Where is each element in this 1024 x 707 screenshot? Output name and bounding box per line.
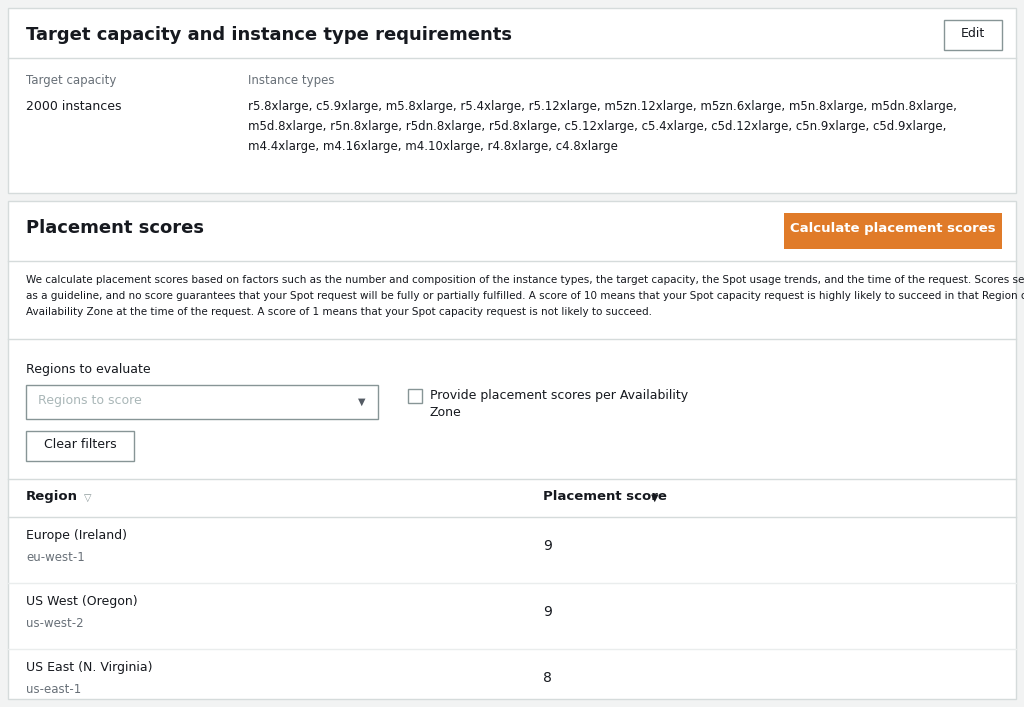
Text: as a guideline, and no score guarantees that your Spot request will be fully or : as a guideline, and no score guarantees … — [26, 291, 1024, 301]
Text: Target capacity: Target capacity — [26, 74, 117, 87]
Text: m5d.8xlarge, r5n.8xlarge, r5dn.8xlarge, r5d.8xlarge, c5.12xlarge, c5.4xlarge, c5: m5d.8xlarge, r5n.8xlarge, r5dn.8xlarge, … — [248, 120, 946, 133]
Text: 9: 9 — [543, 539, 552, 553]
Text: us-west-2: us-west-2 — [26, 617, 84, 630]
Text: ▽: ▽ — [84, 493, 91, 503]
Text: Europe (Ireland): Europe (Ireland) — [26, 529, 127, 542]
Text: ▼: ▼ — [358, 397, 366, 407]
Text: 9: 9 — [543, 605, 552, 619]
Bar — [408, 389, 422, 403]
Text: Calculate placement scores: Calculate placement scores — [791, 222, 995, 235]
Text: Target capacity and instance type requirements: Target capacity and instance type requir… — [26, 26, 512, 44]
Text: Provide placement scores per Availability: Provide placement scores per Availabilit… — [430, 389, 688, 402]
Bar — [26, 385, 378, 419]
Text: 2000 instances: 2000 instances — [26, 100, 122, 113]
Bar — [8, 8, 1016, 193]
Text: Regions to evaluate: Regions to evaluate — [26, 363, 151, 376]
Text: us-east-1: us-east-1 — [26, 683, 81, 696]
Text: Zone: Zone — [430, 406, 462, 419]
Bar — [26, 431, 134, 461]
Text: 8: 8 — [543, 671, 552, 685]
Text: We calculate placement scores based on factors such as the number and compositio: We calculate placement scores based on f… — [26, 275, 1024, 285]
Text: Regions to score: Regions to score — [38, 394, 141, 407]
Text: r5.8xlarge, c5.9xlarge, m5.8xlarge, r5.4xlarge, r5.12xlarge, m5zn.12xlarge, m5zn: r5.8xlarge, c5.9xlarge, m5.8xlarge, r5.4… — [248, 100, 956, 113]
Text: Placement score: Placement score — [543, 490, 667, 503]
Text: ▼: ▼ — [651, 493, 658, 503]
Text: Placement scores: Placement scores — [26, 219, 204, 237]
Text: eu-west-1: eu-west-1 — [26, 551, 85, 564]
Bar — [8, 201, 1016, 699]
Text: US East (N. Virginia): US East (N. Virginia) — [26, 661, 153, 674]
Bar — [944, 20, 1002, 50]
Text: m4.4xlarge, m4.16xlarge, m4.10xlarge, r4.8xlarge, c4.8xlarge: m4.4xlarge, m4.16xlarge, m4.10xlarge, r4… — [248, 140, 617, 153]
Text: Availability Zone at the time of the request. A score of 1 means that your Spot : Availability Zone at the time of the req… — [26, 307, 652, 317]
Bar — [784, 213, 1002, 249]
Text: Edit: Edit — [961, 27, 985, 40]
Text: US West (Oregon): US West (Oregon) — [26, 595, 137, 608]
Text: Region: Region — [26, 490, 78, 503]
Text: Clear filters: Clear filters — [44, 438, 117, 451]
Text: Instance types: Instance types — [248, 74, 335, 87]
Bar — [8, 479, 1016, 517]
